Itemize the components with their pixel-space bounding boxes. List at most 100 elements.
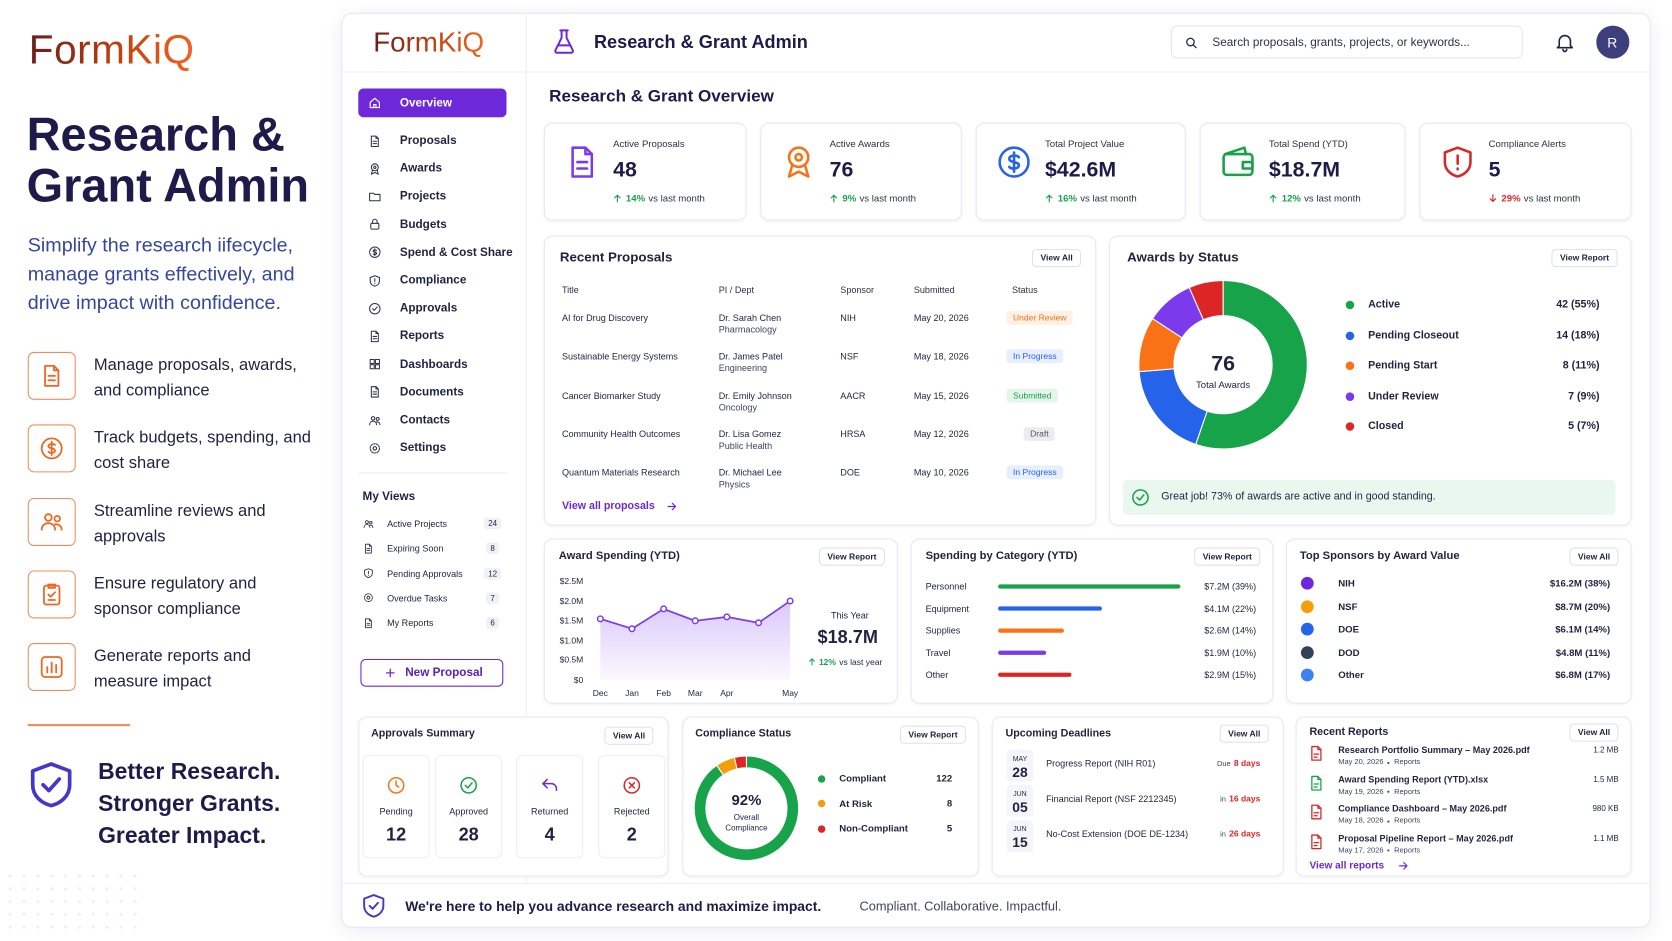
sponsor-logo <box>1300 622 1314 636</box>
icon-part <box>1489 194 1497 203</box>
avatar-initial: R <box>1607 34 1618 51</box>
nav-active[interactable] <box>358 88 507 118</box>
bar-value-label: $1.9M (10%) <box>1204 647 1257 659</box>
cell-pi: Dr. Lisa Gomez <box>718 428 782 440</box>
icon <box>460 776 478 794</box>
legend-swatch <box>817 774 826 783</box>
my-view-item[interactable]: Active Projects <box>387 518 448 529</box>
icon-part <box>387 776 405 794</box>
nav-item[interactable]: Contacts <box>399 413 451 427</box>
kpi-delta-value: 14% <box>625 193 646 204</box>
icon <box>387 776 405 794</box>
icon <box>40 512 63 531</box>
status-badge: In Progress <box>1006 465 1064 480</box>
action-button[interactable]: View Report <box>818 547 886 566</box>
icon-part <box>373 104 377 109</box>
my-view-item[interactable]: Overdue Tasks <box>387 592 448 604</box>
my-view-item[interactable]: Pending Approvals <box>387 567 463 579</box>
legend-label: Pending Closeout <box>1368 329 1459 342</box>
icon <box>364 593 373 603</box>
legend-swatch <box>817 799 826 808</box>
report-date: May 17, 2026 <box>1338 846 1384 855</box>
dot-pattern <box>77 925 82 929</box>
cell-sponsor: NIH <box>840 312 856 324</box>
my-view-item[interactable]: Expiring Soon <box>387 543 444 554</box>
icon <box>1489 194 1497 203</box>
nav-item[interactable]: Budgets <box>399 218 447 231</box>
dot-pattern <box>50 899 54 904</box>
cell-sponsor: DOE <box>840 467 860 478</box>
icon <box>369 359 380 370</box>
reports-card <box>1295 716 1632 877</box>
legend-label: Non-Compliant <box>839 823 908 834</box>
icon <box>370 218 380 230</box>
date-month: JUN <box>1013 825 1027 834</box>
note-text: Great job! 73% of awards are active and … <box>1161 491 1436 503</box>
icon <box>1311 745 1322 761</box>
action-button[interactable]: View All <box>604 726 654 745</box>
nav-item-active[interactable]: Overview <box>399 97 453 110</box>
view-all-link[interactable]: View all reports <box>1309 859 1385 872</box>
nav-item[interactable]: Awards <box>399 162 443 176</box>
icon <box>998 146 1030 178</box>
x-tick-label: Mar <box>687 688 703 698</box>
nav-item[interactable]: Approvals <box>399 301 458 315</box>
donut-center-label: Overall Compliance <box>725 812 768 833</box>
action-button[interactable]: View All <box>1031 248 1082 268</box>
action-button[interactable]: View All <box>1569 723 1619 742</box>
icon-part <box>1132 489 1149 506</box>
icon-part <box>1192 44 1197 49</box>
column-header: Status <box>1011 284 1038 296</box>
cell-pi: Dr. James Patel <box>718 351 783 362</box>
action-button[interactable]: View All <box>1219 724 1269 743</box>
y-tick-label: $0 <box>573 675 584 686</box>
view-all-link[interactable]: View all proposals <box>561 500 655 513</box>
nav-item[interactable]: Proposals <box>399 134 457 148</box>
nav-item[interactable]: Spend & Cost Share <box>399 246 513 259</box>
icon-part <box>369 246 381 259</box>
my-view-item[interactable]: My Reports <box>387 617 434 629</box>
cell-dept: Engineering <box>718 362 768 374</box>
cell-submitted: May 12, 2026 <box>913 428 969 440</box>
deadlines-card <box>991 716 1284 877</box>
icon <box>1186 37 1197 49</box>
legend-value: 8 (11%) <box>1562 359 1600 372</box>
report-date: May 20, 2026 <box>1338 758 1384 767</box>
action-button[interactable]: View All <box>1569 547 1619 566</box>
cell-sponsor: AACR <box>840 389 866 401</box>
nav-item[interactable]: Projects <box>399 190 447 204</box>
new-proposal-button[interactable] <box>360 658 504 687</box>
card-title: Approvals Summary <box>371 727 475 740</box>
dot-pattern <box>63 912 68 916</box>
legend-value: 7 (9%) <box>1568 390 1600 403</box>
action-button[interactable]: View Report <box>1551 248 1618 268</box>
icon-part <box>374 364 380 370</box>
icon-part <box>1562 48 1568 53</box>
icon-part <box>554 29 574 54</box>
icon-part <box>372 445 378 451</box>
card-title: Award Spending (YTD) <box>558 549 680 562</box>
section-title: Research & Grant Overview <box>549 87 774 106</box>
dot-pattern <box>133 925 137 929</box>
search-box[interactable] <box>1170 25 1523 59</box>
feature-text: Ensure regulatory and sponsor compliance <box>93 574 257 619</box>
nav-item[interactable]: Documents <box>399 385 464 399</box>
x-tick-label: Jan <box>625 688 639 698</box>
category-label: Supplies <box>925 625 961 636</box>
nav-item[interactable]: Reports <box>399 329 445 343</box>
icon-part <box>1222 152 1254 177</box>
action-button[interactable]: View Report <box>1194 547 1261 566</box>
icon-part <box>370 330 379 343</box>
nav-item[interactable]: Dashboards <box>399 357 468 371</box>
nav-item[interactable]: Settings <box>399 441 447 455</box>
meta-dot <box>1387 761 1390 764</box>
icon <box>369 274 380 287</box>
nav-item[interactable]: Compliance <box>399 274 467 287</box>
category-card <box>910 538 1274 704</box>
action-button[interactable]: View Report <box>899 725 967 744</box>
legend-swatch <box>1345 391 1355 401</box>
kpi-label: Total Spend (YTD) <box>1268 138 1348 150</box>
icon-part <box>460 776 478 794</box>
sponsor-name: NIH <box>1338 577 1355 589</box>
new-proposal-label[interactable]: New Proposal <box>405 666 483 680</box>
